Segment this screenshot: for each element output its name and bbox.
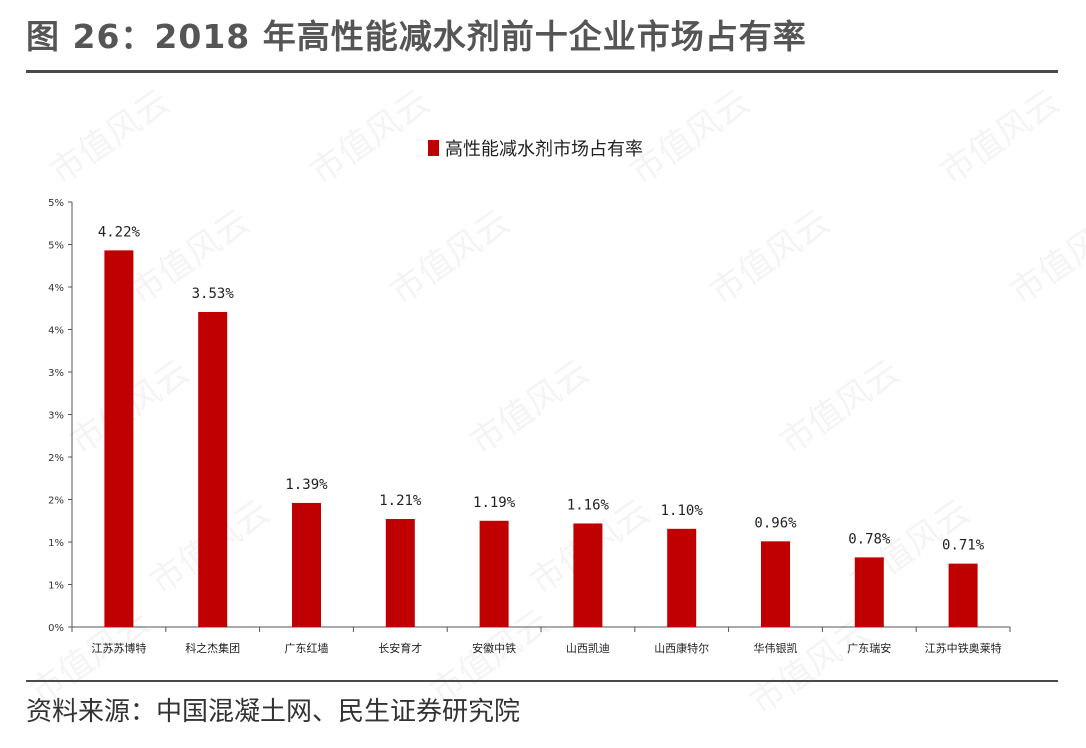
- bar-1: [104, 250, 134, 628]
- bar-2: [198, 311, 228, 627]
- bar-value-label: 1.19%: [473, 495, 516, 511]
- bar-chart: 高性能减水剂市场占有率 0% 1% 1% 2% 2% 3% 3% 4% 4% 5% 5% 4.22%…: [48, 139, 1011, 655]
- category-labels: 江苏苏博特 科之杰集团 广东红墙 长安育才 安徽中铁 山西凯迪 山西康特尔 华伟银凯 广东瑞安 江…: [91, 641, 1001, 655]
- figure-title: 图 26：2018 年高性能减水剂前十企业市场占有率: [26, 17, 807, 56]
- legend-swatch: [428, 140, 439, 156]
- category-label: 山西凯迪: [566, 642, 610, 655]
- y-tick-label: 2%: [48, 496, 64, 507]
- bar-value-label: 1.16%: [567, 497, 610, 513]
- y-tick-label: 4%: [48, 326, 64, 337]
- y-tick-label: 1%: [48, 581, 64, 592]
- bar-9: [854, 557, 884, 627]
- bar-4: [385, 519, 415, 627]
- legend-label: 高性能减水剂市场占有率: [445, 139, 643, 160]
- category-label: 江苏中铁奥莱特: [925, 641, 1002, 655]
- category-label: 广东红墙: [285, 641, 329, 655]
- bar-10: [948, 563, 978, 627]
- chart-legend: 高性能减水剂市场占有率: [428, 139, 643, 160]
- title-divider: [26, 70, 1058, 73]
- y-tick-label: 4%: [48, 283, 64, 294]
- bar-8: [761, 541, 790, 627]
- category-label: 江苏苏博特: [91, 641, 146, 655]
- category-label: 山西康特尔: [654, 641, 709, 655]
- bar-value-label: 1.21%: [379, 493, 422, 509]
- y-tick-label: 5%: [48, 198, 64, 209]
- y-tick-label: 5%: [48, 241, 64, 252]
- category-label: 广东瑞安: [847, 641, 891, 655]
- y-axis: 0% 1% 1% 2% 2% 3% 3% 4% 4% 5% 5%: [48, 198, 73, 634]
- y-tick-label: 1%: [48, 538, 64, 549]
- category-label: 科之杰集团: [185, 641, 240, 655]
- bar-7: [667, 528, 697, 627]
- category-label: 华伟银凯: [754, 641, 798, 655]
- y-tick-label: 3%: [48, 411, 64, 422]
- y-tick-label: 3%: [48, 368, 64, 379]
- x-axis: [71, 626, 1011, 632]
- y-tick-label: 0%: [48, 623, 64, 634]
- source-divider: [26, 680, 1058, 682]
- bar-value-label: 0.71%: [942, 538, 985, 554]
- y-tick-label: 2%: [48, 453, 64, 464]
- bar-value-label: 1.10%: [661, 503, 704, 519]
- bar-6: [573, 523, 603, 627]
- bar-value-label: 0.96%: [754, 515, 797, 531]
- bar-3: [292, 502, 321, 627]
- bar-series: [104, 250, 978, 628]
- bar-value-label: 3.53%: [192, 286, 235, 302]
- data-labels: 4.22% 3.53% 1.39% 1.21% 1.19% 1.16% 1.10% 0.96%…: [98, 224, 985, 553]
- category-label: 长安育才: [378, 641, 422, 655]
- bar-5: [479, 520, 509, 627]
- category-label: 安徽中铁: [472, 641, 516, 655]
- source-note: 资料来源：中国混凝土网、民生证券研究院: [26, 697, 521, 727]
- bar-value-label: 0.78%: [848, 531, 891, 547]
- bar-value-label: 1.39%: [285, 477, 328, 493]
- bar-value-label: 4.22%: [98, 224, 141, 240]
